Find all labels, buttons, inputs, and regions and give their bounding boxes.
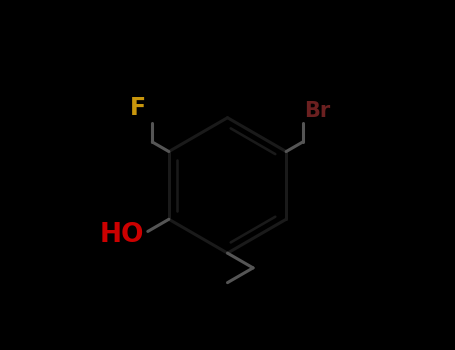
Text: HO: HO [100,222,144,248]
Text: Br: Br [304,101,331,121]
Text: F: F [130,96,147,120]
